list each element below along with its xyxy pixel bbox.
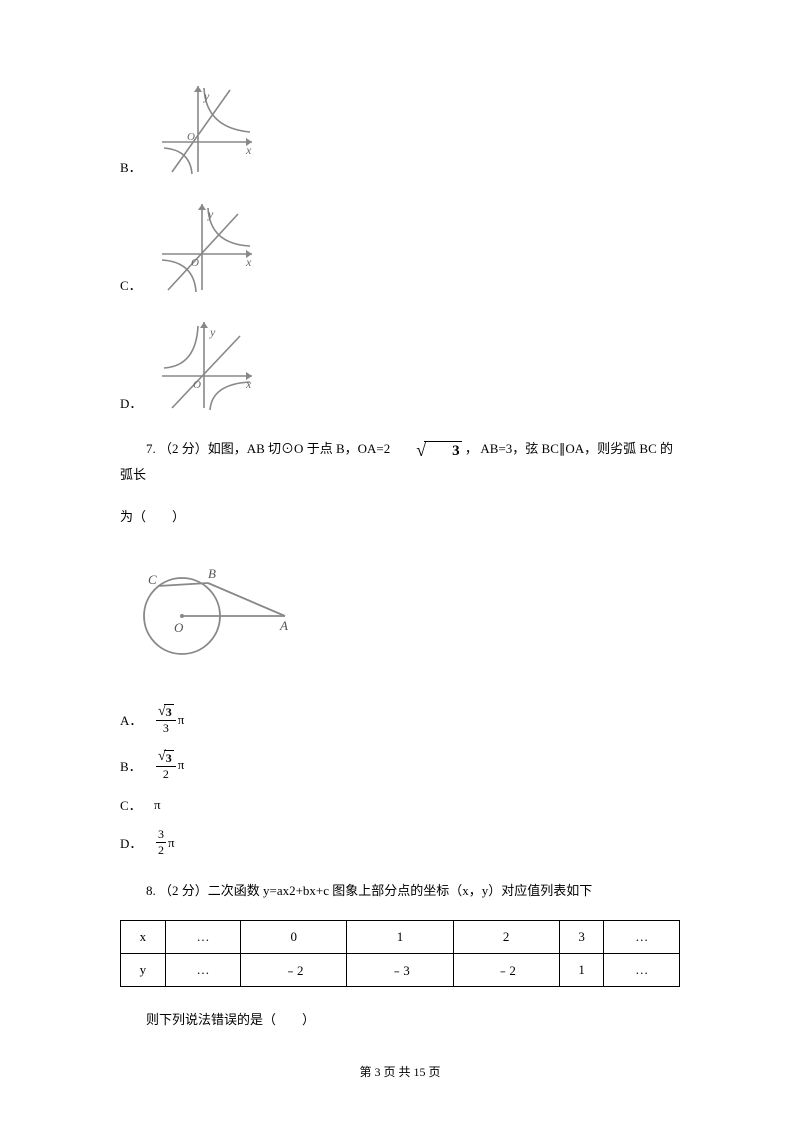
page-footer: 第 3 页 共 15 页 [120,1063,680,1080]
svg-text:C: C [148,572,157,587]
svg-text:B: B [208,566,216,581]
q7-opt-c-label: C． [120,795,154,814]
table-row: y … ﹣2 ﹣3 ﹣2 1 … [121,953,680,986]
svg-text:A: A [279,618,288,633]
page-container: B． y x O C． [0,0,800,1120]
q7-block: 7. （2 分）如图，AB 切⊙O 于点 B，OA=2√3 ， AB=3，弦 B… [120,436,680,858]
table-cell: 1 [559,953,604,986]
q6-graph-c: y x O [154,198,264,298]
fraction-icon: 3 2 [156,828,166,857]
pi-label: π [178,712,185,728]
pi-label: π [168,835,175,851]
svg-text:x: x [245,377,252,391]
q8-table: x … 0 1 2 3 … y … ﹣2 ﹣3 ﹣2 1 … [120,920,680,987]
q7-figure: C B O A [130,556,300,666]
q7-option-b: B． √3 2 π [120,750,680,782]
q6-graph-d: y x O [154,316,264,416]
q8-tail: 则下列说法错误的是（ ） [120,1007,680,1033]
q7-opt-a-label: A． [120,710,154,729]
q7-text: 7. （2 分）如图，AB 切⊙O 于点 B，OA=2√3 ， AB=3，弦 B… [120,436,680,488]
table-cell: ﹣3 [347,953,453,986]
q7-opt-c-text: π [154,797,161,813]
svg-text:x: x [245,255,252,269]
q6-option-d-label: D． [120,393,148,412]
svg-text:O: O [174,620,184,635]
q8-text: 8. （2 分）二次函数 y=ax2+bx+c 图象上部分点的坐标（x，y）对应… [120,878,680,904]
svg-text:y: y [207,207,214,221]
table-cell: … [604,953,680,986]
table-cell: 0 [241,920,347,953]
q6-option-b-label: B． [120,157,148,176]
svg-text:x: x [245,143,252,157]
fraction-icon: √3 3 [156,704,176,736]
pi-label: π [178,757,185,773]
q6-option-c-label: C． [120,275,148,294]
table-cell: ﹣2 [241,953,347,986]
table-cell: 3 [559,920,604,953]
svg-text:y: y [209,325,216,339]
svg-text:y: y [203,89,210,103]
q7-option-d: D． 3 2 π [120,828,680,857]
q6-option-b: B． y x O [120,80,680,180]
q6-graph-b: y x O [154,80,264,180]
table-row: x … 0 1 2 3 … [121,920,680,953]
svg-text:O: O [193,379,201,391]
table-cell: 2 [453,920,559,953]
q7-option-c: C． π [120,795,680,814]
table-cell: 1 [347,920,453,953]
q7-option-a: A． √3 3 π [120,704,680,736]
q7-prefix: 7. （2 分）如图，AB 切⊙O 于点 B，OA=2 [146,441,390,456]
table-cell: y [121,953,166,986]
q6-option-c: C． y x O [120,198,680,298]
table-cell: … [165,920,240,953]
sqrt-icon: √3 [390,441,461,460]
q6-option-d: D． y x O [120,316,680,416]
table-cell: x [121,920,166,953]
svg-text:O: O [187,131,195,143]
q7-tail: 为（ ） [120,504,680,530]
fraction-icon: √3 2 [156,750,176,782]
table-cell: … [165,953,240,986]
svg-text:O: O [191,257,199,269]
table-cell: … [604,920,680,953]
table-cell: ﹣2 [453,953,559,986]
q7-opt-b-label: B． [120,756,154,775]
q7-opt-d-label: D． [120,833,154,852]
